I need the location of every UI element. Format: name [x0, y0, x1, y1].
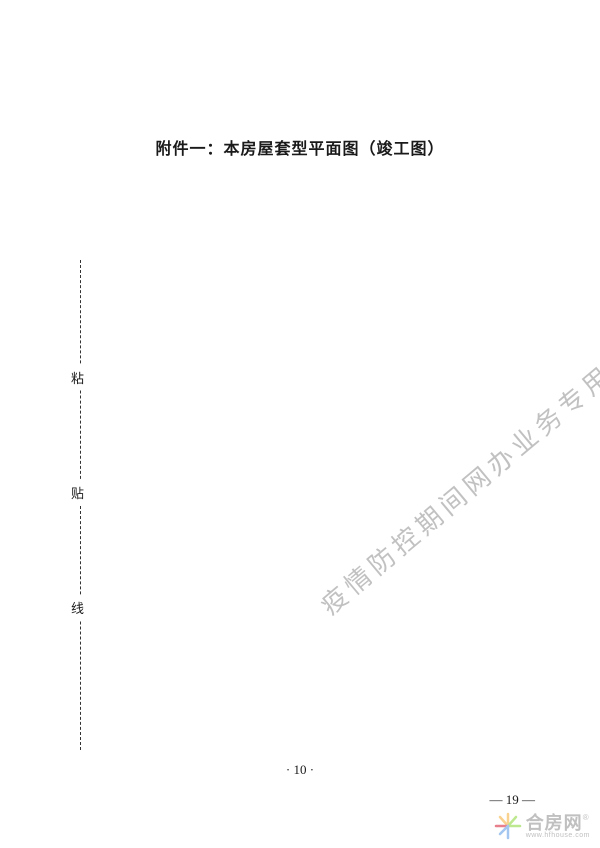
- outer-page-number: — 19 —: [490, 792, 536, 808]
- registered-mark: ®: [583, 813, 590, 822]
- page-title: 附件一：本房屋套型平面图（竣工图）: [0, 135, 600, 159]
- diagonal-watermark: 疫情防控期间网办业务专用: [312, 355, 600, 622]
- logo-burst-icon: [494, 812, 522, 840]
- binding-label-stick: 贴: [71, 480, 84, 505]
- logo-text-block: 合房网® www.hfhouse.com: [526, 814, 590, 839]
- binding-label-line: 线: [71, 595, 84, 620]
- binding-dashed-line: [80, 260, 81, 750]
- binding-label-paste: 粘: [71, 365, 84, 390]
- site-logo-watermark: 合房网® www.hfhouse.com: [494, 812, 590, 840]
- logo-brand-name: 合房网®: [526, 814, 590, 832]
- inner-page-number: · 10 ·: [0, 762, 600, 778]
- logo-url: www.hfhouse.com: [526, 832, 590, 839]
